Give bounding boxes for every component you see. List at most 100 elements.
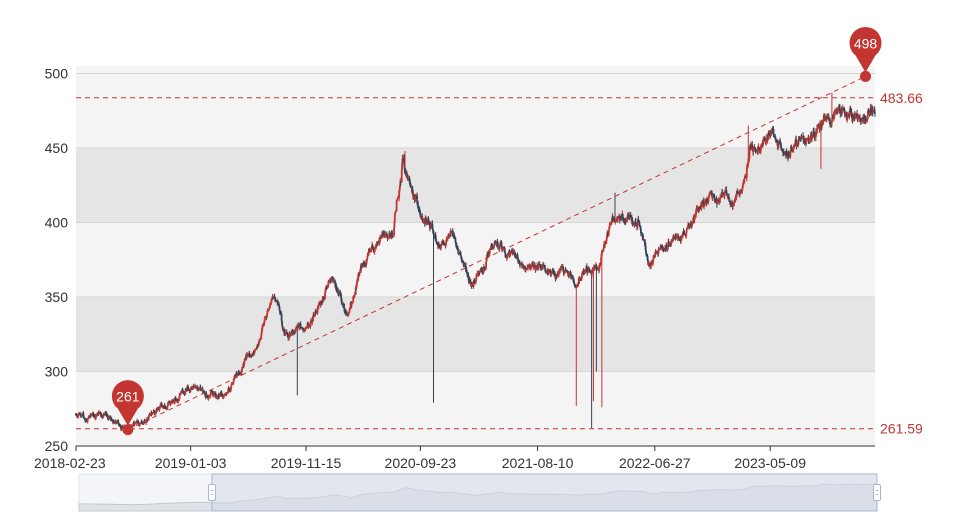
- candle-body: [775, 139, 778, 141]
- candle-body: [726, 196, 729, 198]
- candle-body: [417, 204, 420, 208]
- candle-body: [780, 148, 783, 151]
- candle-body: [578, 277, 581, 282]
- y-tick-label: 300: [45, 363, 69, 379]
- candle-body: [246, 354, 249, 357]
- candle-body: [231, 383, 233, 385]
- datazoom-selection[interactable]: [211, 473, 878, 512]
- candle-body: [829, 121, 831, 124]
- candle-body: [859, 117, 862, 121]
- candle-body: [729, 201, 732, 205]
- candle-body: [353, 294, 356, 297]
- candle-body: [485, 261, 487, 269]
- candle-body: [361, 265, 364, 267]
- candle-body: [713, 198, 716, 201]
- candle-body: [826, 116, 829, 118]
- candle-body: [663, 249, 665, 251]
- candle-body: [363, 261, 366, 264]
- candle-body: [780, 145, 783, 149]
- candle-body: [483, 266, 486, 269]
- candle-body: [844, 114, 847, 116]
- candle-body: [335, 288, 338, 291]
- candle-body: [187, 388, 190, 391]
- candle-body: [604, 243, 607, 245]
- candle-body: [716, 199, 719, 201]
- candle-body: [450, 230, 453, 233]
- candle-body: [315, 310, 317, 313]
- candle-body: [831, 117, 834, 119]
- candle-body: [91, 414, 94, 416]
- x-tick-label: 2019-11-15: [271, 455, 342, 471]
- candle-body: [148, 415, 150, 418]
- candle-body: [393, 221, 396, 228]
- candle-body: [702, 200, 705, 205]
- datazoom-slider[interactable]: [78, 473, 881, 512]
- candle-body: [867, 110, 869, 116]
- candle-body: [675, 236, 678, 238]
- candle-body: [637, 219, 640, 222]
- candle-body: [776, 140, 779, 146]
- candle-body: [153, 411, 156, 414]
- x-tick-label: 2020-09-23: [385, 455, 457, 471]
- candle-body: [767, 132, 770, 134]
- candle-body: [403, 157, 406, 166]
- candle-body: [254, 349, 256, 353]
- candle-body: [139, 423, 141, 426]
- candle-body: [292, 331, 295, 334]
- candle-body: [187, 386, 190, 389]
- candle-body: [703, 205, 705, 207]
- candle-body: [374, 247, 376, 249]
- background-band: [76, 371, 875, 446]
- candle-body: [343, 303, 345, 308]
- candle-body: [415, 195, 417, 197]
- candle-body: [752, 147, 755, 152]
- candle-body: [831, 117, 834, 120]
- candle-body: [686, 227, 688, 231]
- candle-body: [95, 414, 98, 416]
- candle-body: [85, 420, 88, 422]
- candle-body: [484, 267, 486, 269]
- datazoom-handle-right[interactable]: [873, 484, 881, 501]
- candle-body: [496, 242, 499, 246]
- candle-body: [609, 223, 612, 225]
- y-tick-label: 400: [45, 214, 69, 230]
- candle-body: [317, 303, 320, 307]
- candle-body: [489, 248, 492, 250]
- candle-body: [208, 396, 210, 398]
- candle-body: [184, 391, 187, 395]
- candle-body: [251, 354, 254, 356]
- candle-body: [560, 266, 563, 269]
- candle-body: [435, 240, 438, 243]
- candle-body: [402, 157, 405, 160]
- candle-body: [334, 281, 337, 288]
- candle-body: [583, 272, 586, 273]
- datazoom-handle-left[interactable]: [208, 484, 216, 501]
- candle-body: [589, 270, 592, 273]
- candle-body: [75, 413, 77, 416]
- candle-body: [396, 198, 399, 201]
- candle-body: [219, 394, 222, 397]
- candle-body: [841, 110, 844, 114]
- candle-body: [558, 270, 561, 274]
- candle-body: [553, 270, 555, 275]
- candle-body: [143, 422, 145, 425]
- x-tick-label: 2019-01-03: [155, 455, 227, 471]
- candle-body: [241, 367, 244, 370]
- candle-body: [115, 420, 118, 423]
- candle-body: [269, 303, 272, 305]
- candle-body: [724, 189, 727, 192]
- candle-body: [465, 267, 468, 271]
- candle-body: [506, 254, 509, 257]
- candle-body: [471, 283, 474, 285]
- candle-body: [670, 240, 673, 242]
- candle-body: [443, 242, 445, 245]
- x-tick-label: 2023-05-09: [734, 455, 806, 471]
- candle-body: [90, 415, 93, 416]
- y-tick-label: 250: [45, 438, 69, 454]
- background-band: [76, 147, 875, 223]
- candle-body: [275, 300, 278, 302]
- candle-body: [315, 312, 318, 314]
- candle-body: [422, 220, 425, 222]
- candle-body: [167, 402, 169, 406]
- candle-body: [302, 329, 305, 331]
